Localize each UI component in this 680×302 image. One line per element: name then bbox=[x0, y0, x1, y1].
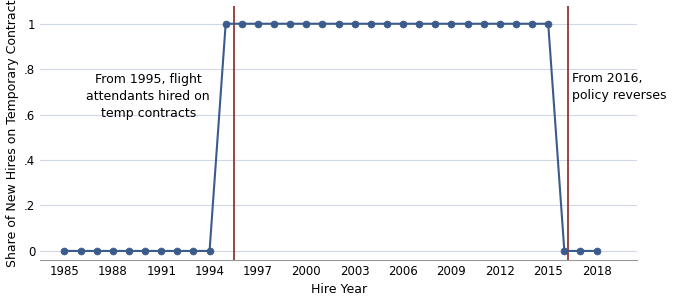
X-axis label: Hire Year: Hire Year bbox=[311, 284, 367, 297]
Text: From 2016,
policy reverses: From 2016, policy reverses bbox=[573, 72, 667, 102]
Y-axis label: Share of New Hires on Temporary Contract: Share of New Hires on Temporary Contract bbox=[5, 0, 18, 267]
Text: From 1995, flight
attendants hired on
temp contracts: From 1995, flight attendants hired on te… bbox=[86, 73, 210, 120]
